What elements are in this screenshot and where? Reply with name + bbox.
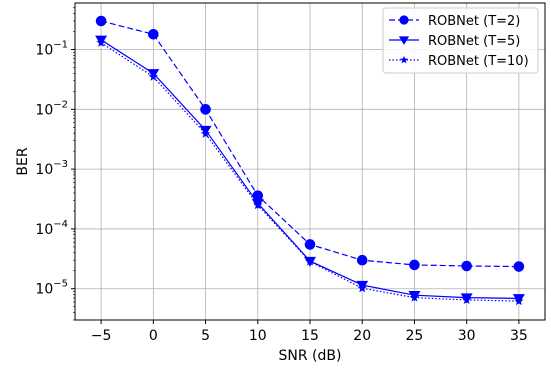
data-point (357, 283, 367, 293)
data-point (513, 261, 525, 272)
data-point (96, 37, 106, 47)
x-tick-label: 25 (406, 328, 424, 344)
data-point (95, 15, 107, 27)
data-point (253, 200, 263, 210)
series-star (96, 37, 524, 306)
series-layer (95, 15, 525, 306)
legend-label: ROBNet (T=10) (428, 54, 529, 69)
data-point (356, 254, 368, 266)
data-point (514, 296, 524, 306)
y-axis-label: BER (15, 147, 31, 175)
x-axis-label: SNR (dB) (279, 348, 342, 364)
data-point (461, 294, 472, 304)
data-point (200, 128, 211, 138)
y-tick-label: 10−2 (35, 99, 68, 118)
y-tick-label: 10−4 (35, 219, 68, 238)
data-point (148, 28, 159, 40)
x-tick-label: −5 (91, 328, 112, 344)
data-point (305, 256, 315, 266)
x-tick-label: 5 (201, 328, 210, 344)
x-tick-label: 15 (301, 328, 319, 344)
data-point (399, 55, 409, 64)
x-tick-label: 10 (249, 328, 267, 344)
legend-label: ROBNet (T=2) (428, 14, 520, 29)
data-point (409, 259, 420, 271)
series-circle (95, 15, 525, 272)
x-tick-label: 30 (458, 328, 476, 344)
legend-label: ROBNet (T=5) (428, 34, 520, 49)
data-point (409, 292, 420, 302)
data-point (304, 239, 316, 250)
y-tick-label: 10−1 (35, 40, 68, 59)
axis-ticks: −5 0 5 10 15 20 25 30 35 10−1 10−2 10−3 10−4 10−5 (35, 7, 528, 344)
x-tick-label: 35 (510, 328, 528, 344)
data-point (398, 36, 410, 45)
legend: ROBNet (T=2) ROBNet (T=5) ROBNet (T=10) (382, 7, 539, 74)
x-tick-label: 0 (149, 328, 158, 344)
y-tick-label: 10−5 (35, 279, 68, 298)
x-tick-label: 20 (353, 328, 371, 344)
data-point (399, 15, 409, 25)
legend-box (382, 7, 539, 74)
y-tick-label: 10−3 (35, 159, 68, 178)
data-point (461, 260, 472, 272)
data-point (200, 104, 211, 115)
grid (75, 3, 545, 320)
data-point (148, 71, 159, 81)
